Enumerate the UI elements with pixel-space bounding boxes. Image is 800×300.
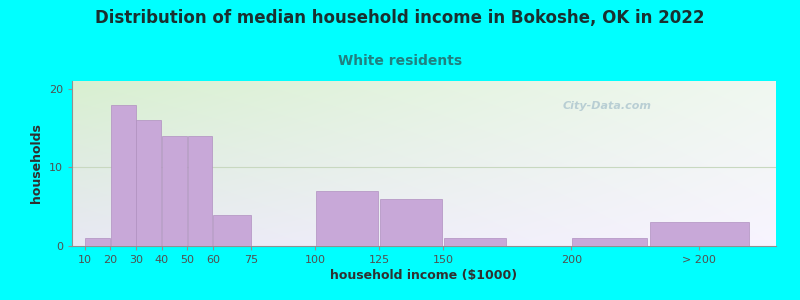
Bar <box>136 120 162 246</box>
X-axis label: household income ($1000): household income ($1000) <box>330 269 518 282</box>
Bar <box>85 238 110 246</box>
Bar <box>162 136 187 246</box>
Bar <box>214 214 250 246</box>
Bar <box>110 105 136 246</box>
Bar <box>444 238 506 246</box>
Text: White residents: White residents <box>338 54 462 68</box>
Bar <box>572 238 647 246</box>
Text: Distribution of median household income in Bokoshe, OK in 2022: Distribution of median household income … <box>95 9 705 27</box>
Bar <box>316 191 378 246</box>
Text: City-Data.com: City-Data.com <box>562 101 651 111</box>
Bar <box>380 199 442 246</box>
Bar <box>650 222 749 246</box>
Y-axis label: households: households <box>30 124 43 203</box>
Bar <box>187 136 213 246</box>
